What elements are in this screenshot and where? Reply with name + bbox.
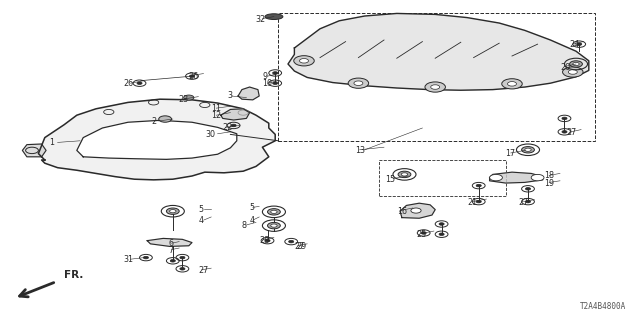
Circle shape xyxy=(348,78,369,88)
Bar xyxy=(379,160,506,196)
Circle shape xyxy=(137,82,142,84)
Text: 5: 5 xyxy=(198,205,204,214)
Circle shape xyxy=(431,85,440,89)
Circle shape xyxy=(265,239,270,242)
Text: 30: 30 xyxy=(205,130,216,139)
Circle shape xyxy=(476,200,481,203)
Text: 22: 22 xyxy=(222,124,232,132)
Circle shape xyxy=(562,117,567,120)
Circle shape xyxy=(300,59,308,63)
Circle shape xyxy=(231,124,236,127)
Circle shape xyxy=(522,147,534,153)
Circle shape xyxy=(170,210,176,213)
Text: 20: 20 xyxy=(560,63,570,72)
Circle shape xyxy=(573,62,579,66)
Bar xyxy=(278,13,595,141)
Circle shape xyxy=(570,61,582,67)
Text: 16: 16 xyxy=(397,207,407,216)
Polygon shape xyxy=(238,87,259,100)
Text: 5: 5 xyxy=(250,204,255,212)
Text: 19: 19 xyxy=(544,179,554,188)
Ellipse shape xyxy=(265,14,283,20)
Text: 7: 7 xyxy=(168,246,173,255)
Text: 3: 3 xyxy=(227,92,232,100)
Circle shape xyxy=(502,79,522,89)
Text: 27: 27 xyxy=(566,128,577,137)
Circle shape xyxy=(294,56,314,66)
Text: 26: 26 xyxy=(123,79,133,88)
Polygon shape xyxy=(490,172,543,183)
Text: 25: 25 xyxy=(416,230,426,239)
Circle shape xyxy=(273,82,278,84)
Text: 26: 26 xyxy=(189,72,199,81)
Text: 6: 6 xyxy=(168,239,173,248)
Text: 29: 29 xyxy=(296,242,307,251)
Circle shape xyxy=(421,232,426,234)
Circle shape xyxy=(476,184,481,187)
Circle shape xyxy=(180,268,185,270)
Circle shape xyxy=(531,174,544,181)
Circle shape xyxy=(508,82,516,86)
Circle shape xyxy=(398,171,411,178)
Text: 31: 31 xyxy=(123,255,133,264)
Circle shape xyxy=(170,260,175,262)
Circle shape xyxy=(159,116,172,122)
Text: 21: 21 xyxy=(467,198,477,207)
Text: 4: 4 xyxy=(198,216,204,225)
Text: 1: 1 xyxy=(49,138,54,147)
Circle shape xyxy=(189,75,195,77)
Circle shape xyxy=(271,210,277,213)
Circle shape xyxy=(401,173,408,176)
Circle shape xyxy=(439,233,444,236)
Circle shape xyxy=(525,188,531,190)
Polygon shape xyxy=(38,99,275,180)
Polygon shape xyxy=(22,144,46,157)
Circle shape xyxy=(563,67,583,77)
Circle shape xyxy=(268,209,280,215)
Circle shape xyxy=(425,82,445,92)
Text: 8: 8 xyxy=(242,221,247,230)
Circle shape xyxy=(273,72,278,74)
Circle shape xyxy=(289,240,294,243)
Text: 2: 2 xyxy=(152,117,157,126)
Polygon shape xyxy=(77,120,237,159)
Circle shape xyxy=(268,222,280,229)
Text: 17: 17 xyxy=(506,149,516,158)
Circle shape xyxy=(562,131,567,133)
Circle shape xyxy=(411,208,421,213)
Text: 27: 27 xyxy=(294,242,305,251)
Text: 12: 12 xyxy=(211,111,221,120)
Circle shape xyxy=(577,43,582,45)
Circle shape xyxy=(525,200,531,203)
Text: 32: 32 xyxy=(255,15,266,24)
Text: 10: 10 xyxy=(262,79,273,88)
Circle shape xyxy=(354,81,363,85)
Text: 4: 4 xyxy=(250,216,255,225)
Polygon shape xyxy=(221,109,250,120)
Circle shape xyxy=(439,223,444,225)
Polygon shape xyxy=(400,203,435,218)
Circle shape xyxy=(490,174,502,181)
Text: 24: 24 xyxy=(570,40,580,49)
Text: FR.: FR. xyxy=(64,270,83,280)
Circle shape xyxy=(143,256,148,259)
Text: 28: 28 xyxy=(259,236,269,245)
Text: 18: 18 xyxy=(544,172,554,180)
Text: 23: 23 xyxy=(178,95,188,104)
Text: 15: 15 xyxy=(385,175,395,184)
Text: 11: 11 xyxy=(211,104,221,113)
Circle shape xyxy=(568,70,577,74)
Text: 13: 13 xyxy=(355,146,365,155)
Polygon shape xyxy=(288,13,589,90)
Circle shape xyxy=(271,224,277,227)
Polygon shape xyxy=(147,238,192,246)
Text: 27: 27 xyxy=(198,266,209,275)
Circle shape xyxy=(166,208,179,214)
Text: T2A4B4800A: T2A4B4800A xyxy=(580,302,626,311)
Circle shape xyxy=(184,95,194,100)
Circle shape xyxy=(525,148,531,151)
Text: 27: 27 xyxy=(518,198,529,207)
Circle shape xyxy=(180,256,185,259)
Text: 9: 9 xyxy=(262,72,268,81)
